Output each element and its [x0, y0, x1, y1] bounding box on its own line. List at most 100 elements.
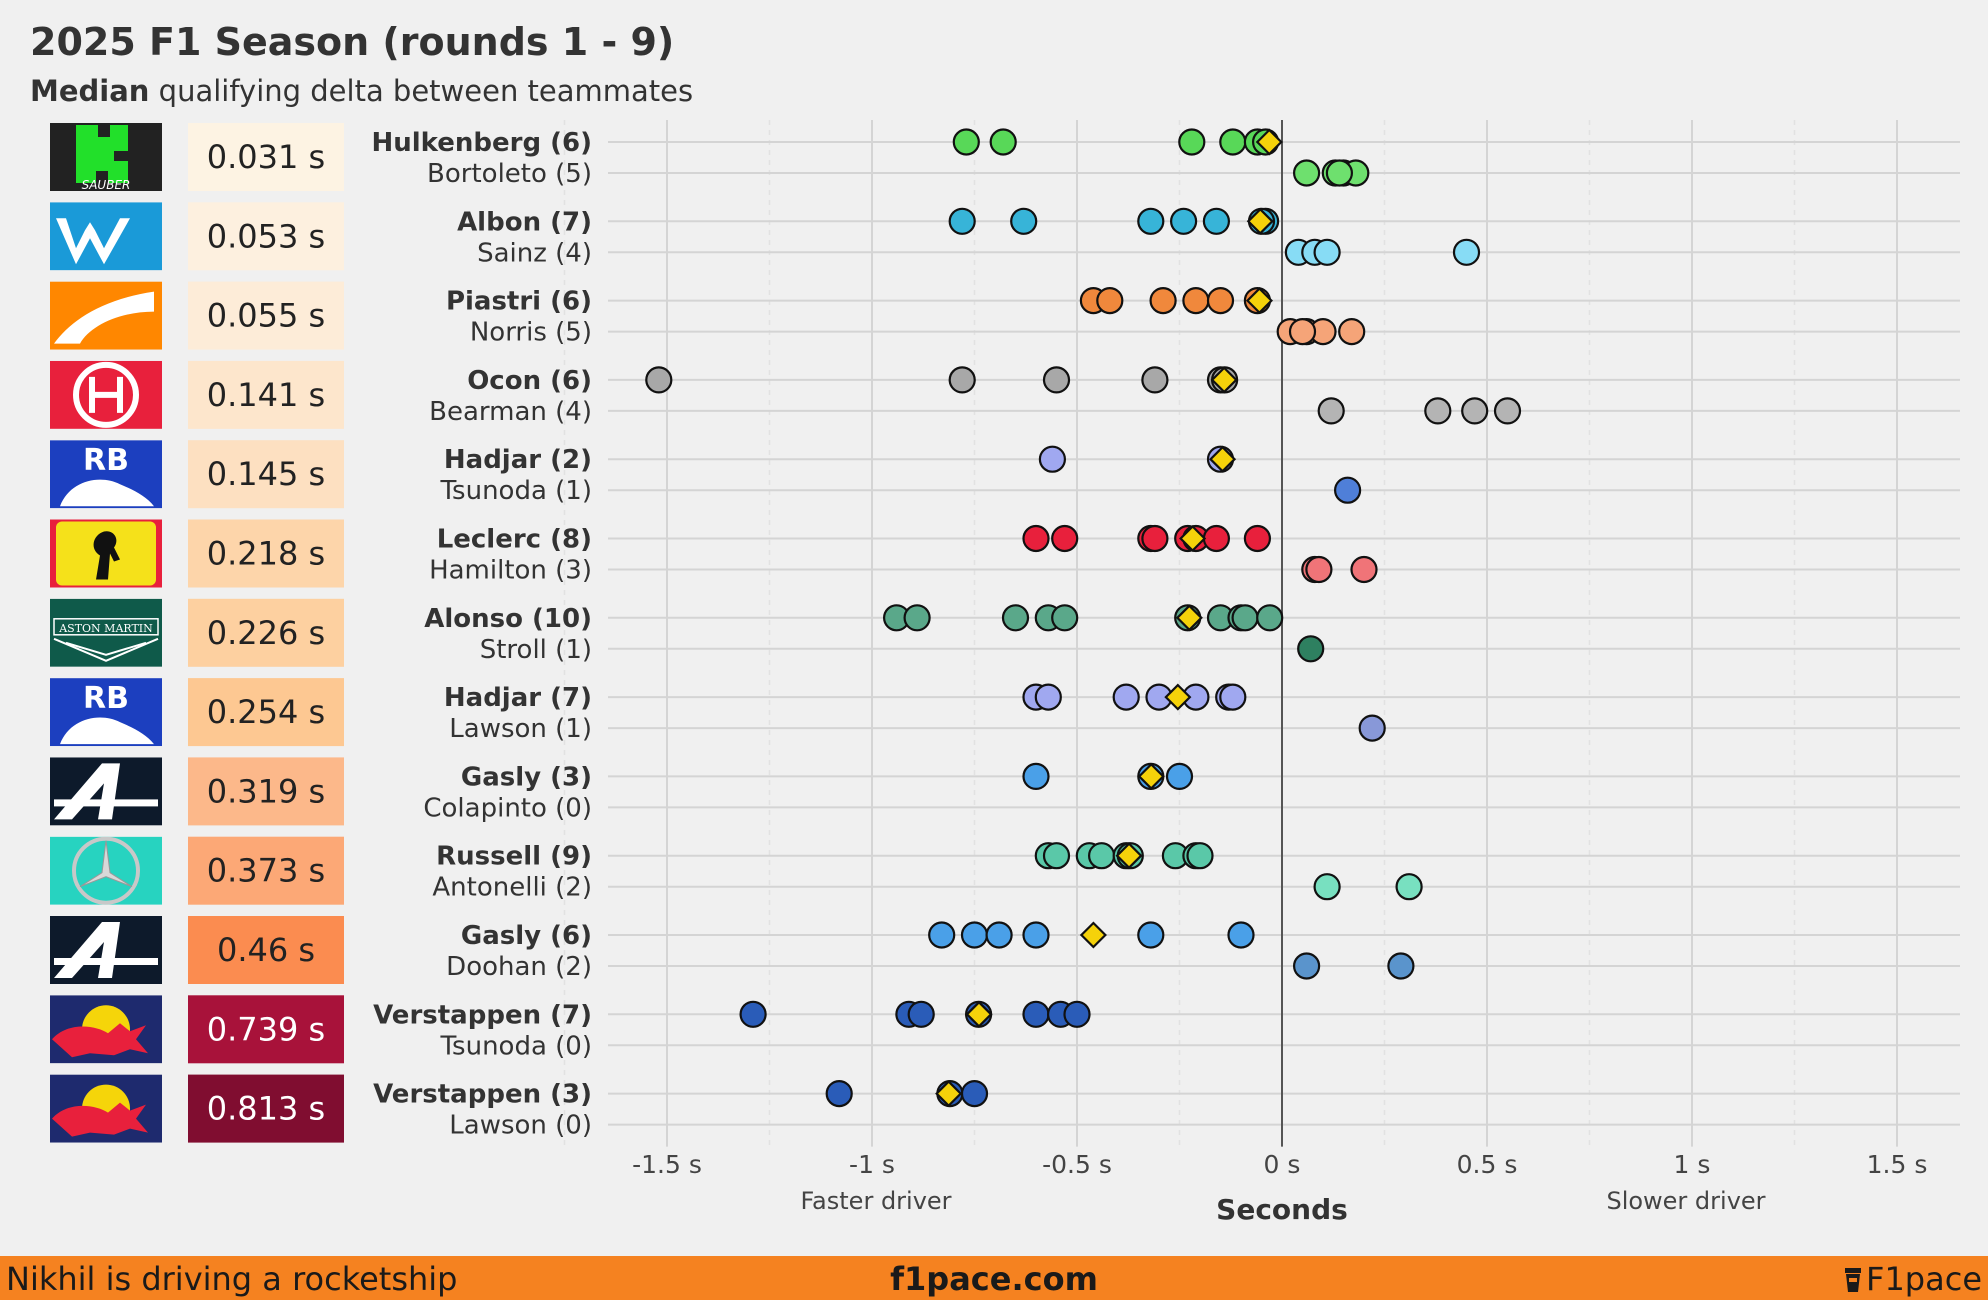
footer-bar: Nikhil is driving a rocketship f1pace.co… — [0, 1256, 1988, 1300]
median-delta-label: 0.145 s — [207, 455, 325, 493]
faster-driver-point — [1141, 366, 1169, 394]
median-diamond-marker — [1245, 287, 1274, 315]
faster-driver-point — [1010, 207, 1038, 235]
haas-logo-icon — [50, 360, 162, 429]
subtitle-bold: Median — [30, 74, 150, 108]
median-badge — [188, 519, 344, 588]
chart-subtitle: Median qualifying delta between teammate… — [30, 74, 693, 108]
median-diamond-marker — [965, 1000, 993, 1028]
faster-driver-point — [1202, 524, 1231, 553]
slower-driver-point — [1338, 318, 1366, 346]
red-bull-logo-icon — [50, 1074, 162, 1143]
slower-driver-label: Lawson (0) — [449, 1111, 592, 1141]
median-delta-label: 0.254 s — [207, 693, 325, 731]
faster-driver-point — [1042, 842, 1071, 870]
faster-driver-point — [1182, 287, 1210, 315]
grid — [563, 120, 1960, 1147]
faster-driver-point — [739, 1000, 767, 1028]
team-row: 0.053 s Albon (7)Sainz (4) — [50, 202, 1481, 271]
slower-driver-point — [1387, 952, 1415, 980]
x-tick-label: 0.5 s — [1457, 1150, 1518, 1179]
median-badge — [188, 360, 344, 429]
x-tick-label: 1 s — [1674, 1150, 1711, 1179]
faster-driver-point — [1137, 207, 1165, 235]
median-badge — [188, 440, 344, 509]
sauber-logo-icon: SAUBER — [50, 123, 162, 191]
slower-driver-label: Sainz (4) — [477, 238, 592, 268]
aston-martin-logo-icon: ASTON MARTIN — [50, 598, 162, 667]
faster-driver-point — [1149, 287, 1177, 315]
faster-driver-point — [960, 1079, 989, 1108]
faster-driver-label: Gasly (3) — [461, 762, 592, 792]
median-diamond-marker — [1079, 921, 1107, 949]
faster-driver-label: Verstappen (7) — [373, 1000, 592, 1030]
faster-driver-point — [1231, 604, 1259, 632]
faster-driver-point — [1178, 128, 1206, 156]
faster-driver-point — [1042, 366, 1071, 394]
median-delta-label: 0.218 s — [207, 535, 325, 573]
faster-driver-label: Hadjar (2) — [444, 445, 592, 475]
slower-driver-annotation: Slower driver — [1606, 1187, 1765, 1215]
median-badge — [188, 123, 344, 191]
williams-logo-icon — [50, 202, 162, 271]
qualifying-delta-chart: -1.5 s -1 s -0.5 s 0 s 0.5 s 1 s 1.5 s Faster d… — [50, 120, 1960, 1226]
team-row: ASTON MARTIN 0.226 s Alonso (10)Stroll (1) — [50, 598, 1325, 667]
footer-tagline: Nikhil is driving a rocketship — [6, 1260, 458, 1298]
faster-driver-point — [989, 128, 1017, 156]
mclaren-logo-icon — [50, 281, 162, 350]
team-row: 0.141 s Ocon (6)Bearman (4) — [50, 360, 1522, 429]
faster-driver-point — [948, 207, 976, 235]
faster-driver-point — [907, 1000, 935, 1028]
median-delta-label: 0.226 s — [207, 614, 325, 652]
median-badge — [188, 202, 344, 271]
faster-driver-point — [1063, 1000, 1091, 1028]
median-delta-label: 0.031 s — [207, 138, 325, 176]
faster-driver-label: Piastri (6) — [446, 287, 592, 317]
red-bull-logo-icon — [50, 995, 162, 1064]
median-diamond-marker — [935, 1080, 963, 1108]
slower-driver-point — [1350, 555, 1378, 584]
footer-site[interactable]: f1pace.com — [890, 1260, 1098, 1298]
slower-driver-point — [1288, 318, 1317, 346]
faster-driver-point — [1243, 524, 1272, 553]
svg-text:RB: RB — [83, 443, 129, 478]
faster-driver-point — [1051, 604, 1079, 632]
slower-driver-label: Bearman (4) — [429, 397, 592, 427]
median-diamond-marker — [1208, 445, 1237, 473]
faster-driver-label: Hadjar (7) — [444, 683, 592, 713]
median-delta-label: 0.46 s — [217, 931, 315, 969]
faster-driver-point — [928, 921, 956, 949]
faster-driver-label: Albon (7) — [457, 207, 592, 237]
median-diamond-marker — [1210, 366, 1238, 394]
faster-driver-point — [1022, 921, 1050, 949]
slower-driver-point — [1424, 397, 1452, 425]
x-axis-label: Seconds — [1216, 1193, 1348, 1226]
x-tick-label: 1.5 s — [1867, 1150, 1928, 1179]
faster-driver-point — [1022, 524, 1050, 553]
slower-driver-point — [1313, 873, 1341, 901]
median-diamond-marker — [1255, 128, 1283, 156]
faster-driver-point — [645, 366, 673, 394]
faster-driver-label: Russell (9) — [436, 842, 592, 872]
faster-driver-point — [1022, 762, 1050, 791]
median-delta-label: 0.053 s — [207, 217, 325, 255]
faster-driver-point — [1219, 683, 1247, 711]
team-row: 0.739 s Verstappen (7)Tsunoda (0) — [50, 995, 1091, 1064]
svg-text:ASTON MARTIN: ASTON MARTIN — [58, 622, 153, 635]
median-delta-label: 0.813 s — [207, 1090, 325, 1128]
faster-driver-label: Hulkenberg (6) — [371, 128, 592, 158]
slower-driver-point — [1325, 159, 1354, 187]
faster-driver-point — [1022, 1000, 1050, 1028]
faster-driver-label: Ocon (6) — [467, 366, 592, 396]
faster-driver-point — [985, 921, 1013, 949]
faster-driver-point — [1219, 128, 1247, 156]
median-badge — [188, 916, 344, 984]
median-diamond-marker — [1246, 207, 1274, 235]
slower-driver-label: Tsunoda (1) — [439, 476, 592, 506]
slower-driver-point — [1493, 397, 1522, 425]
faster-driver-label: Verstappen (3) — [373, 1080, 592, 1110]
faster-driver-point — [1001, 604, 1030, 632]
slower-driver-label: Norris (5) — [470, 318, 592, 348]
svg-text:RB: RB — [83, 681, 129, 716]
faster-driver-point — [1256, 604, 1284, 632]
